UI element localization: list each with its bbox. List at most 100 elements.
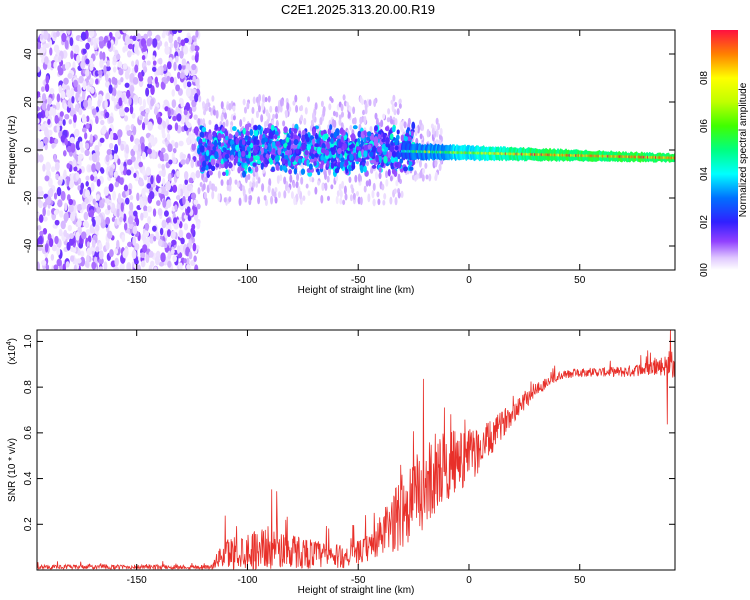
heatmap-cell [128, 210, 133, 216]
heatmap-cell [264, 157, 268, 164]
heatmap-cell [255, 181, 259, 188]
heatmap-cell [300, 105, 304, 112]
heatmap-cell [193, 114, 198, 121]
heatmap-cell [242, 116, 246, 123]
heatmap-cell [162, 30, 167, 37]
heatmap-cell [142, 98, 146, 109]
heatmap-cell [68, 233, 74, 240]
heatmap-cell [123, 115, 129, 122]
heatmap-cell [76, 258, 82, 264]
heatmap-cell [243, 106, 247, 114]
heatmap-cell [38, 214, 44, 223]
heatmap-cell [300, 176, 304, 185]
y-tick-label: 20 [23, 96, 34, 108]
colorbar-tick-label: 0.8 [699, 71, 710, 85]
heatmap-cell [257, 124, 262, 130]
heatmap-cell [339, 161, 344, 169]
heatmap-cell [270, 195, 274, 205]
heatmap-cell [370, 168, 374, 174]
heatmap-cell [246, 140, 251, 146]
heatmap-cell [275, 163, 279, 171]
heatmap-cell [131, 112, 136, 119]
heatmap-cell [214, 124, 219, 131]
heatmap-cell [66, 176, 70, 187]
heatmap-cell [193, 126, 199, 136]
heatmap-cell [163, 210, 169, 217]
heatmap-cell [175, 194, 181, 201]
colorbar-gradient [711, 30, 738, 270]
heatmap-cell [75, 104, 79, 112]
heatmap-cell [54, 161, 60, 171]
heatmap-cell [117, 136, 121, 146]
heatmap-cell [273, 134, 278, 140]
heatmap-cell [86, 247, 92, 256]
heatmap-cell [177, 187, 181, 198]
heatmap-cell [56, 186, 62, 197]
heatmap-cell [82, 48, 87, 54]
heatmap-cell [230, 114, 234, 121]
colorbar-label: Normalized spectral amplitude [738, 82, 749, 217]
heatmap-cell [116, 53, 121, 60]
heatmap-cell [185, 116, 189, 126]
heatmap-cell [109, 130, 114, 141]
heatmap-cell [312, 111, 316, 121]
spectrogram-y-ticks: -40 -20 0 20 40 [23, 48, 675, 253]
heatmap-cell [48, 187, 54, 198]
heatmap-cell [126, 124, 131, 131]
heatmap-cell [41, 93, 47, 102]
heatmap-cell [357, 157, 362, 162]
heatmap-cell [399, 158, 404, 164]
heatmap-cell [397, 161, 401, 169]
heatmap-cell [213, 139, 218, 148]
heatmap-cell [91, 261, 97, 270]
heatmap-cell [287, 186, 291, 194]
heatmap-cell [195, 30, 199, 38]
heatmap-cell [202, 177, 206, 183]
heatmap-cell [319, 117, 323, 125]
heatmap-cell [132, 76, 139, 85]
heatmap-cell [154, 255, 160, 266]
heatmap-cell [173, 76, 178, 87]
heatmap-cell [232, 126, 237, 132]
heatmap-cell [146, 60, 151, 66]
heatmap-cell [77, 84, 81, 93]
colorbar-tick-label: 0.6 [699, 119, 710, 133]
heatmap-cell [309, 175, 313, 182]
heatmap-cell [64, 113, 70, 120]
heatmap-cell [354, 174, 358, 183]
heatmap-cell [63, 169, 67, 178]
heatmap-cell [362, 109, 366, 116]
heatmap-cell [37, 112, 44, 119]
heatmap-cell [152, 55, 156, 61]
heatmap-cell [215, 109, 219, 119]
heatmap-cell [129, 105, 134, 115]
heatmap-cell [249, 181, 253, 188]
heatmap-cell [365, 180, 369, 187]
heatmap-cell [348, 176, 352, 183]
heatmap-cell [356, 191, 360, 197]
heatmap-cell [223, 197, 227, 203]
heatmap-cell [119, 164, 125, 172]
heatmap-cell [303, 117, 307, 126]
heatmap-cell [348, 144, 354, 149]
heatmap-cell [170, 108, 174, 116]
heatmap-cell [152, 66, 157, 72]
heatmap-cell [66, 30, 71, 36]
heatmap-cell [374, 171, 378, 180]
heatmap-cell [268, 144, 272, 153]
heatmap-cell [85, 181, 89, 187]
heatmap-cell [133, 144, 139, 152]
heatmap-cell [345, 101, 349, 108]
heatmap-cell [83, 211, 89, 221]
y-tick-label: 0.6 [23, 425, 34, 439]
heatmap-cell [98, 266, 103, 270]
heatmap-cell [224, 130, 229, 138]
heatmap-cell [180, 39, 186, 47]
heatmap-cell [143, 117, 149, 126]
heatmap-cell [226, 184, 230, 192]
heatmap-cell [75, 172, 80, 180]
colorbar-tick-label: 0.2 [699, 215, 710, 229]
heatmap-cell [320, 130, 324, 136]
heatmap-cell [377, 198, 381, 206]
